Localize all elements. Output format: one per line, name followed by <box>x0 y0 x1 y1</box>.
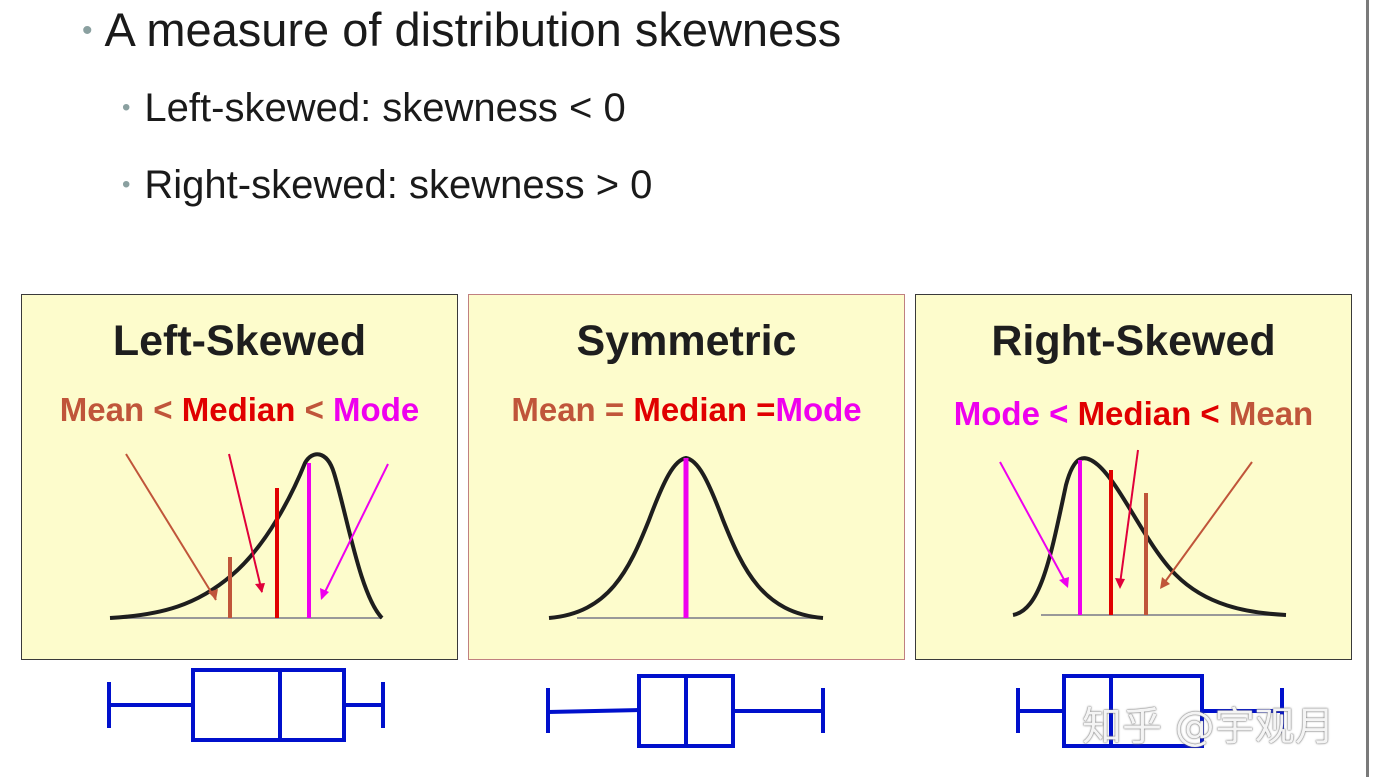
relation-part: = <box>747 391 776 428</box>
bullet-dot: • <box>82 14 93 47</box>
mode-arrow <box>321 463 389 599</box>
panel-title: Left-Skewed <box>112 317 367 365</box>
mode-arrowhead <box>1059 577 1069 588</box>
relation-part: = <box>595 391 634 428</box>
mode-arrowhead <box>320 588 329 600</box>
relation-part: Mode <box>775 391 862 428</box>
relation-part: Median <box>633 391 748 428</box>
mean-arrowhead <box>208 589 218 600</box>
symmetric-curve-diagram <box>548 455 824 620</box>
bullet-right-skewed: • Right-skewed: skewness > 0 <box>122 163 652 208</box>
bullet-main: • A measure of distribution skewness <box>82 2 841 57</box>
median-arrowhead <box>1115 578 1125 589</box>
relation-text: Mean = Median =Mode <box>469 391 904 429</box>
median-arrow <box>228 453 263 593</box>
bullet-right-skewed-text: Right-skewed: skewness > 0 <box>144 163 653 207</box>
relation-part: < <box>295 391 334 428</box>
slide-right-border <box>1366 0 1369 777</box>
mode-arrow <box>999 461 1068 586</box>
bullet-left-skewed: • Left-skewed: skewness < 0 <box>122 86 626 131</box>
relation-part: Mean <box>511 391 596 428</box>
relation-part: Mean <box>1228 395 1314 432</box>
relation-part: Median <box>181 391 296 428</box>
mean-arrow <box>1161 461 1253 587</box>
relation-part: Mode <box>333 391 420 428</box>
box-plot-right-skewed <box>1016 674 1284 748</box>
whisker-low <box>547 708 640 714</box>
bullet-dot: • <box>122 171 131 198</box>
relation-part: < <box>1039 395 1078 432</box>
panel-title: Right-Skewed <box>991 317 1276 365</box>
watermark: 知乎 @宇观月 <box>1082 704 1335 750</box>
distribution-curve <box>1012 456 1287 617</box>
relation-text: Mean < Median < Mode <box>22 391 457 429</box>
box-plots <box>107 668 1284 748</box>
iqr-box <box>191 668 346 742</box>
median-arrowhead <box>255 583 265 593</box>
box-plot-symmetric <box>546 674 825 748</box>
relation-part: < <box>1191 395 1229 432</box>
relation-part: Mean <box>59 391 145 428</box>
median-arrow <box>1119 449 1139 585</box>
mean-arrowhead <box>1160 577 1170 589</box>
bullet-left-skewed-text: Left-skewed: skewness < 0 <box>144 86 626 130</box>
panel-title: Symmetric <box>576 317 797 365</box>
mean-arrow <box>125 453 217 601</box>
bullet-dot: • <box>122 94 131 121</box>
bullet-main-text: A measure of distribution skewness <box>104 3 842 56</box>
relation-part: Median <box>1077 395 1192 432</box>
panel-left-skewed: Left-Skewed Mean < Median < Mode <box>21 294 458 660</box>
relation-part: < <box>144 391 182 428</box>
relation-part: Mode <box>953 395 1040 432</box>
panel-right-skewed: Right-Skewed Mode < Median < Mean <box>915 294 1352 660</box>
left-skewed-curve-diagram <box>109 452 389 620</box>
relation-text: Mode < Median < Mean <box>916 395 1351 433</box>
panel-symmetric: Symmetric Mean = Median =Mode <box>468 294 905 660</box>
box-plot-left-skewed <box>107 668 385 742</box>
right-skewed-curve-diagram <box>999 449 1287 617</box>
distribution-curve <box>109 452 384 620</box>
